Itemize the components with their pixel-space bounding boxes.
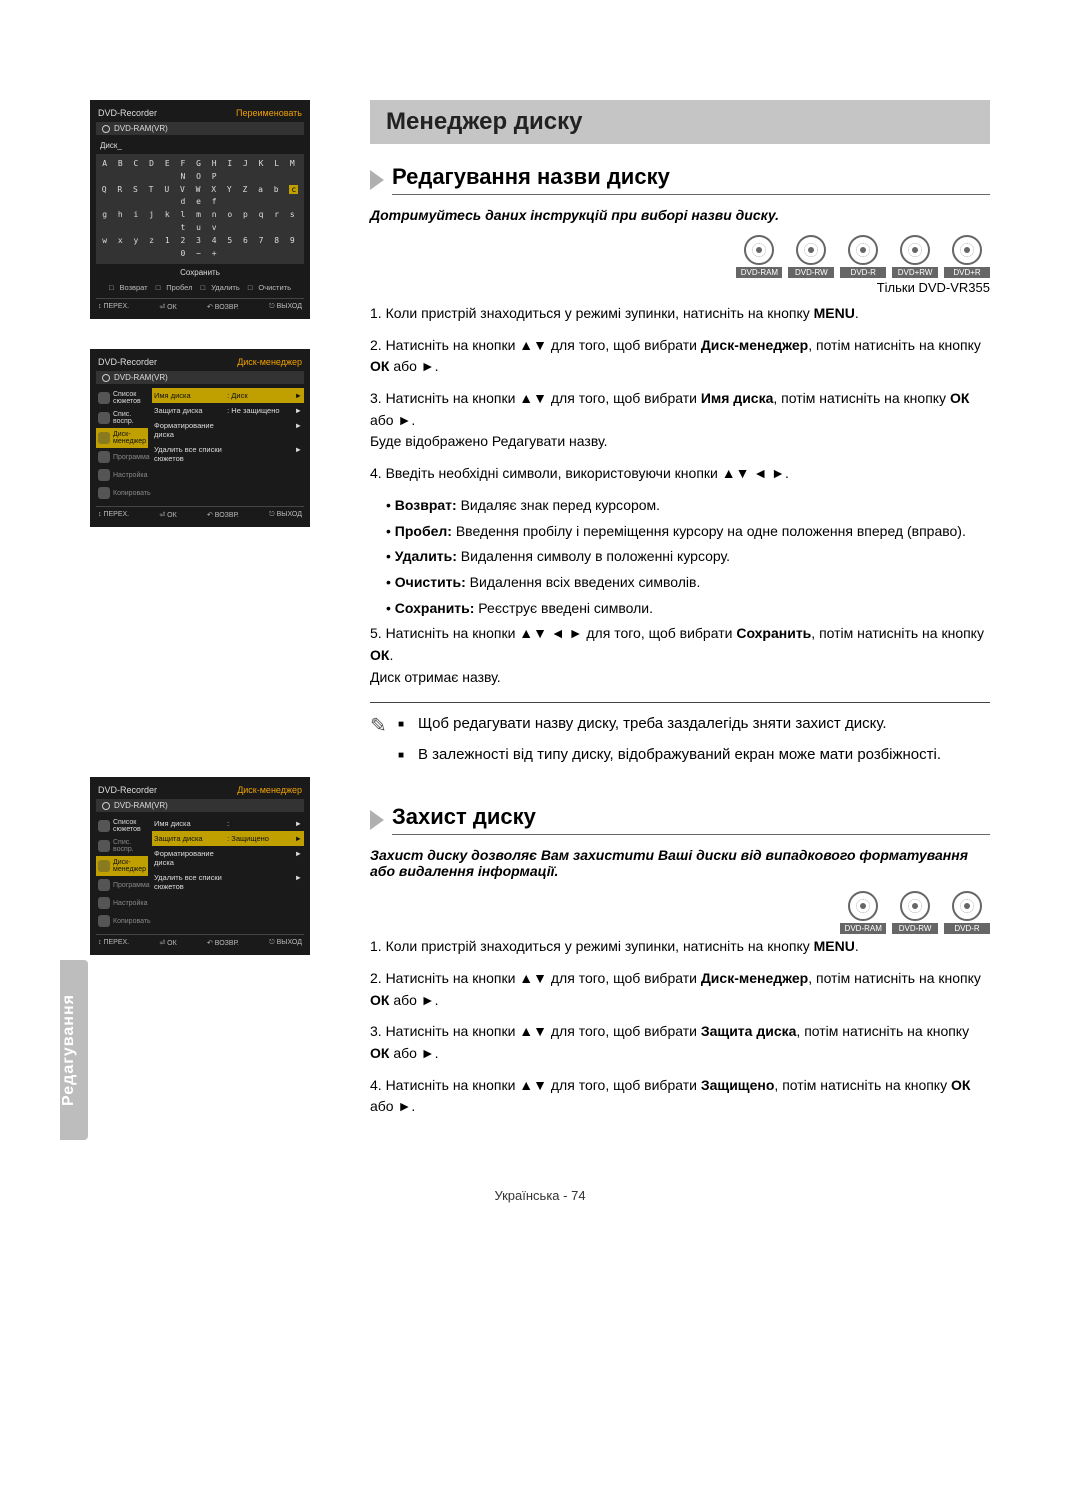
s2-step2: 2. Натисніть на кнопки ▲▼ для того, щоб …: [370, 968, 990, 1011]
bullet-udalit: • Удалить: Видалення символу в положенні…: [386, 546, 990, 568]
osd1-keyboard: A B C D E F G H I J K L M N O P Q R S T …: [96, 154, 304, 264]
disc-icon: [952, 235, 982, 265]
bullet-sohr: • Сохранить: Реєструє введені символи.: [386, 598, 990, 620]
section1-intro: Дотримуйтесь даних інструкцій при виборі…: [370, 207, 990, 223]
disc-icon: [952, 891, 982, 921]
disc-icon: [900, 891, 930, 921]
osd3-title: DVD-Recorder: [98, 785, 157, 795]
section1-disc-icons: DVD-RAM DVD-RW DVD-R DVD+RW DVD+R: [370, 235, 990, 278]
s1-step5: 5. Натисніть на кнопки ▲▼ ◄ ► для того, …: [370, 623, 990, 688]
section2-title: Захист диску: [392, 804, 990, 835]
section2-intro: Захист диску дозволяє Вам захистити Ваші…: [370, 847, 990, 879]
section2-disc-icons: DVD-RAM DVD-RW DVD-R: [370, 891, 990, 934]
osd1-disc-name: Диск_: [96, 139, 304, 154]
bullet-probel: • Пробел: Введення пробілу і переміщення…: [386, 521, 990, 543]
osd-manager-1: DVD-Recorder Диск-менеджер DVD-RAM(VR) С…: [90, 349, 310, 527]
osd2-sub: DVD-RAM(VR): [96, 371, 304, 384]
osd-rename: DVD-Recorder Переименовать DVD-RAM(VR) Д…: [90, 100, 310, 319]
left-column: DVD-Recorder Переименовать DVD-RAM(VR) Д…: [90, 100, 330, 985]
section-arrow-icon: [370, 170, 384, 190]
osd2-footer: ↕ ПЕРЕХ. ⏎ ОК ↶ ВОЗВР. ⎋ ВЫХОД: [96, 506, 304, 519]
osd3-mode: Диск-менеджер: [237, 785, 302, 795]
disc-icon: [744, 235, 774, 265]
s2-step1: 1. Коли пристрій знаходиться у режимі зу…: [370, 936, 990, 958]
disc-icon: [900, 235, 930, 265]
osd2-mode: Диск-менеджер: [237, 357, 302, 367]
section1-title: Редагування назви диску: [392, 164, 990, 195]
osd1-sub: DVD-RAM(VR): [96, 122, 304, 135]
osd3-main: Имя диска:► Защита диска: Защищено► Форм…: [148, 816, 304, 930]
disc-icon: [796, 235, 826, 265]
section1-title-wrap: Редагування назви диску: [370, 164, 990, 195]
chapter-title: Менеджер диску: [370, 100, 990, 144]
osd2-sidebar: Список сюжетов Спис. воспр. Диск-менeдже…: [96, 388, 148, 502]
disc-icon: [848, 235, 878, 265]
bullet-vozvrat: • Возврат: Видаляє знак перед курсором.: [386, 495, 990, 517]
section-arrow-icon: [370, 810, 384, 830]
note-icon: ✎: [370, 713, 398, 774]
osd2-title: DVD-Recorder: [98, 357, 157, 367]
s1-step4: 4. Введіть необхідні символи, використов…: [370, 463, 990, 485]
osd2-main: Имя диска: Диск► Защита диска: Не защище…: [148, 388, 304, 502]
osd1-opts: □Возврат □Пробел □Удалить □Очистить: [96, 281, 304, 294]
s1-step3: 3. Натисніть на кнопки ▲▼ для того, щоб …: [370, 388, 990, 453]
note-block: ✎ ■Щоб редагувати назву диску, треба заз…: [370, 702, 990, 774]
page-footer: Українська - 74: [90, 1128, 990, 1203]
osd1-title: DVD-Recorder: [98, 108, 157, 118]
osd1-footer: ↕ ПЕРЕХ. ⏎ ОК ↶ ВОЗВР. ⎋ ВЫХОД: [96, 298, 304, 311]
page: Редагування DVD-Recorder Переименовать D…: [0, 0, 1080, 1487]
osd1-mode: Переименовать: [236, 108, 302, 118]
osd3-sub: DVD-RAM(VR): [96, 799, 304, 812]
side-tab: Редагування: [60, 960, 88, 1140]
s1-step1: 1. Коли пристрій знаходиться у режимі зу…: [370, 303, 990, 325]
right-column: Менеджер диску Редагування назви диску Д…: [370, 100, 990, 1118]
bullet-ochist: • Очистить: Видалення всіх введених симв…: [386, 572, 990, 594]
note-1: ■Щоб редагувати назву диску, треба зазда…: [398, 713, 990, 736]
section2-title-wrap: Захист диску: [370, 804, 990, 835]
s2-step4: 4. Натисніть на кнопки ▲▼ для того, щоб …: [370, 1075, 990, 1118]
note-2: ■В залежності від типу диску, відображув…: [398, 744, 990, 767]
osd1-save: Сохранить: [96, 264, 304, 281]
s2-step3: 3. Натисніть на кнопки ▲▼ для того, щоб …: [370, 1021, 990, 1064]
s1-step2: 2. Натисніть на кнопки ▲▼ для того, щоб …: [370, 335, 990, 378]
osd-manager-2: DVD-Recorder Диск-менеджер DVD-RAM(VR) С…: [90, 777, 310, 955]
model-note: Тільки DVD-VR355: [370, 280, 990, 295]
osd3-footer: ↕ ПЕРЕХ. ⏎ ОК ↶ ВОЗВР. ⎋ ВЫХОД: [96, 934, 304, 947]
osd3-sidebar: Список сюжетов Спис. воспр. Диск-менeдже…: [96, 816, 148, 930]
disc-icon: [848, 891, 878, 921]
